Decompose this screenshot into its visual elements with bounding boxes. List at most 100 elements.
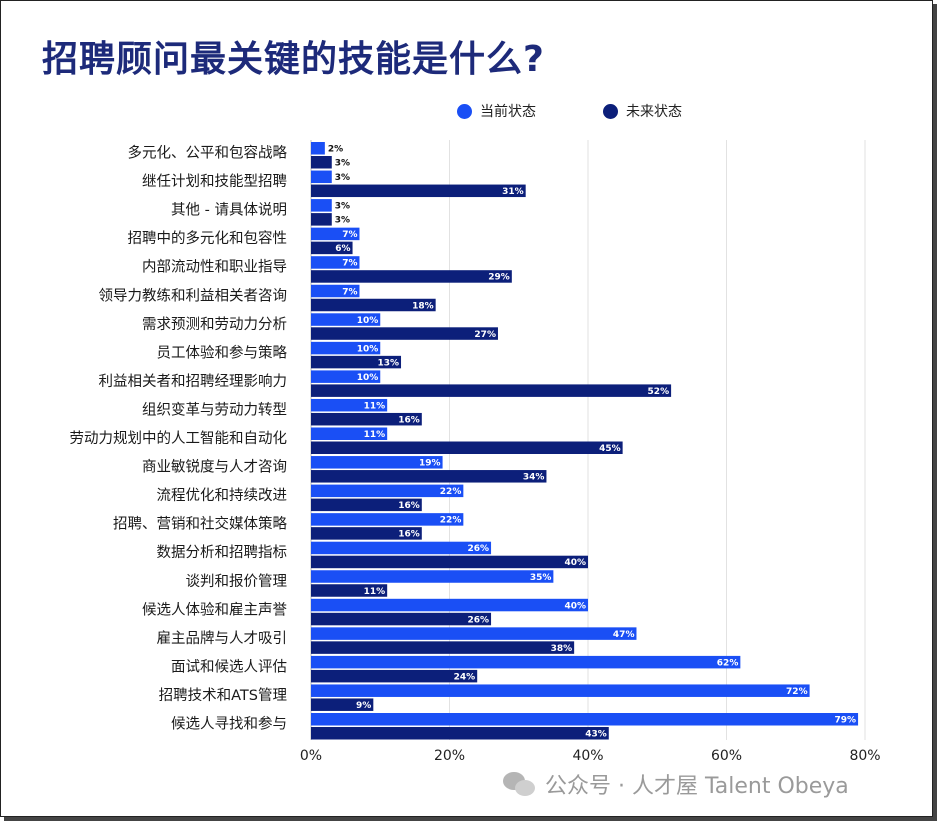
bar-current bbox=[311, 142, 325, 155]
data-label-future: 34% bbox=[523, 473, 545, 483]
legend-label-future: 未来状态 bbox=[626, 104, 682, 120]
data-label-current: 47% bbox=[613, 630, 635, 640]
bar-future bbox=[311, 641, 575, 654]
bar-current bbox=[311, 284, 360, 298]
data-label-future: 29% bbox=[488, 273, 510, 283]
bar-current bbox=[311, 570, 554, 583]
bar-future bbox=[311, 498, 422, 512]
bar-current bbox=[311, 598, 588, 612]
data-label-current: 11% bbox=[364, 430, 386, 440]
bar-future bbox=[311, 156, 332, 169]
data-label-future: 3% bbox=[335, 216, 350, 226]
data-label-current: 7% bbox=[342, 259, 357, 269]
data-label-current: 26% bbox=[468, 544, 490, 554]
bar-current bbox=[311, 484, 464, 498]
legend-item-current: 当前状态 bbox=[457, 101, 536, 121]
bar-future bbox=[311, 698, 374, 711]
bar-future bbox=[311, 727, 609, 740]
category-label: 员工体验和参与策略 bbox=[157, 344, 288, 361]
data-label-current: 3% bbox=[335, 173, 350, 183]
legend-label-current: 当前状态 bbox=[480, 104, 536, 120]
category-label: 多元化、公平和包容战略 bbox=[128, 145, 288, 162]
data-label-current: 10% bbox=[357, 344, 379, 354]
data-label-current: 2% bbox=[328, 145, 343, 155]
bar-current bbox=[311, 541, 492, 555]
bar-current bbox=[311, 684, 810, 697]
watermark: 公众号 · 人才屋 Talent Obeya bbox=[503, 768, 849, 800]
bar-future bbox=[311, 298, 436, 312]
x-tick-label: 80% bbox=[849, 748, 880, 764]
x-tick-label: 60% bbox=[711, 748, 742, 764]
data-label-current: 3% bbox=[335, 202, 350, 212]
x-tick-label: 20% bbox=[434, 748, 465, 764]
data-label-current: 10% bbox=[357, 373, 379, 383]
bar-current bbox=[311, 199, 332, 212]
data-label-future: 43% bbox=[585, 730, 607, 740]
bar-current bbox=[311, 341, 381, 355]
data-label-future: 26% bbox=[468, 615, 490, 625]
data-label-future: 24% bbox=[454, 672, 476, 682]
category-label: 招聘技术和ATS管理 bbox=[159, 687, 288, 704]
data-label-future: 40% bbox=[564, 558, 586, 568]
x-tick-label: 40% bbox=[572, 748, 603, 764]
category-label: 利益相关者和招聘经理影响力 bbox=[99, 373, 288, 390]
bar-current bbox=[311, 170, 332, 184]
bar-future bbox=[311, 327, 498, 340]
category-label: 招聘、营销和社交媒体策略 bbox=[113, 515, 287, 533]
category-label: 流程优化和持续改进 bbox=[157, 487, 288, 504]
bar-current bbox=[311, 713, 859, 726]
data-label-future: 18% bbox=[412, 301, 434, 311]
data-label-future: 6% bbox=[335, 244, 350, 254]
data-label-future: 27% bbox=[474, 330, 496, 340]
category-label: 其他 - 请具体说明 bbox=[171, 202, 287, 219]
data-label-future: 16% bbox=[398, 415, 420, 425]
bar-future bbox=[311, 555, 588, 569]
data-label-current: 72% bbox=[786, 687, 808, 697]
bar-current bbox=[311, 655, 741, 669]
x-tick-label: 0% bbox=[300, 748, 322, 764]
category-label: 内部流动性和职业指导 bbox=[142, 259, 287, 276]
bar-future bbox=[311, 213, 332, 226]
bar-future bbox=[311, 470, 547, 483]
data-label-current: 22% bbox=[440, 516, 462, 526]
data-label-current: 11% bbox=[364, 401, 386, 411]
chart-title: 招聘顾问最关键的技能是什么? bbox=[42, 39, 545, 80]
bar-future bbox=[311, 612, 492, 626]
data-label-current: 7% bbox=[342, 287, 357, 297]
bar-current bbox=[311, 456, 443, 469]
legend-item-future: 未来状态 bbox=[603, 101, 682, 121]
bar-current bbox=[311, 427, 388, 440]
data-label-future: 45% bbox=[599, 444, 621, 454]
data-label-current: 35% bbox=[530, 573, 552, 583]
category-label: 雇主品牌与人才吸引 bbox=[157, 630, 288, 647]
bar-future bbox=[311, 412, 422, 426]
category-label: 继任计划和技能型招聘 bbox=[142, 173, 287, 190]
data-label-future: 13% bbox=[377, 358, 399, 368]
legend-marker-future bbox=[603, 103, 618, 119]
data-label-future: 9% bbox=[356, 701, 371, 711]
legend-marker-current bbox=[457, 103, 472, 119]
category-label: 组织变革与劳动力转型 bbox=[142, 401, 287, 418]
data-label-future: 16% bbox=[398, 501, 420, 511]
data-label-future: 31% bbox=[502, 187, 524, 197]
category-label: 招聘中的多元化和包容性 bbox=[128, 230, 288, 247]
bar-future bbox=[311, 669, 478, 683]
category-label: 数据分析和招聘指标 bbox=[157, 544, 288, 561]
data-label-future: 38% bbox=[551, 644, 573, 654]
data-label-current: 19% bbox=[419, 459, 441, 469]
bar-current bbox=[311, 313, 381, 326]
bar-current bbox=[311, 627, 637, 640]
data-label-current: 10% bbox=[357, 316, 379, 326]
wechat-icon bbox=[503, 770, 537, 798]
bar-future bbox=[311, 584, 388, 597]
data-label-current: 79% bbox=[835, 716, 857, 726]
category-label: 候选人寻找和参与 bbox=[171, 716, 287, 733]
bar-future bbox=[311, 241, 353, 255]
bar-future bbox=[311, 355, 402, 369]
category-label: 劳动力规划中的人工智能和自动化 bbox=[70, 430, 288, 447]
data-label-future: 11% bbox=[364, 587, 386, 597]
watermark-text: 公众号 · 人才屋 Talent Obeya bbox=[545, 774, 849, 799]
bar-current bbox=[311, 398, 388, 412]
bar-current bbox=[311, 227, 360, 241]
